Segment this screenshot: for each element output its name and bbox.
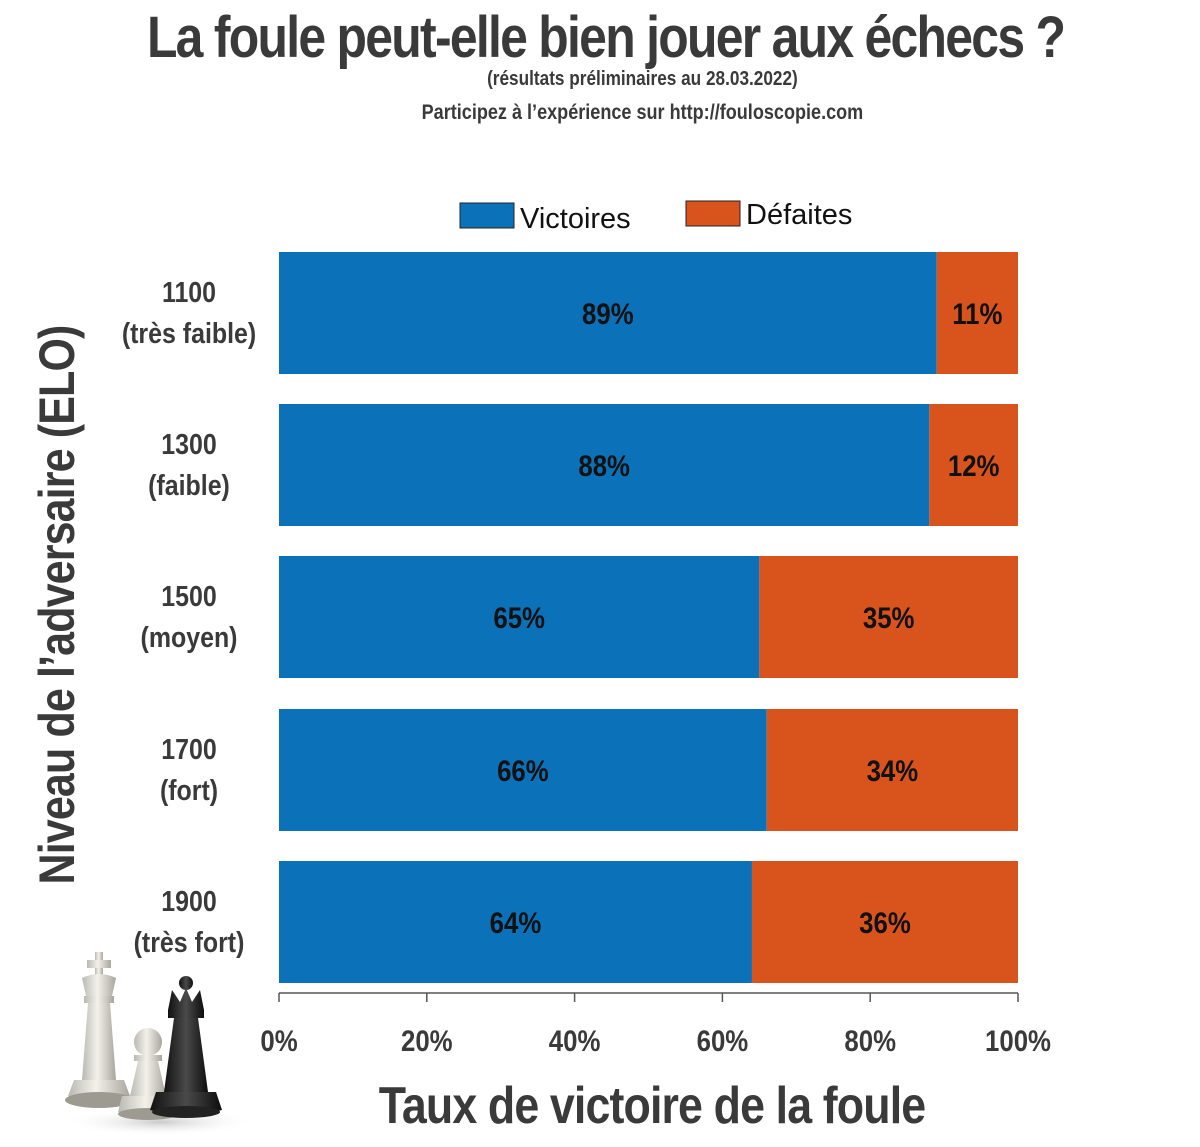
category-elo-1900: 1900 — [161, 885, 216, 917]
value-label-defaites-1300: 12% — [948, 449, 1000, 482]
category-level-1300: (faible) — [148, 469, 230, 501]
legend-swatch-victoires — [459, 202, 515, 229]
category-elo-1700: 1700 — [161, 733, 216, 765]
bar-victoires-1100 — [279, 252, 937, 374]
value-label-victoires-1700: 66% — [497, 754, 549, 787]
x-tick-label-0%: 0% — [260, 1024, 297, 1057]
x-tick-label-20%: 20% — [401, 1024, 453, 1057]
bar-defaites-1300 — [929, 404, 1018, 526]
bar-victoires-1700 — [279, 709, 767, 831]
x-tick-label-100%: 100% — [985, 1024, 1051, 1057]
bar-defaites-1900 — [751, 861, 1018, 983]
category-elo-1100: 1100 — [162, 276, 216, 308]
category-level-1100: (très faible) — [122, 317, 256, 349]
legend: Victoires Défaites — [459, 199, 852, 235]
value-label-victoires-1500: 65% — [493, 601, 545, 634]
category-level-1900: (très fort) — [134, 926, 245, 958]
legend-label-defaites: Défaites — [746, 199, 852, 231]
white-king-icon — [65, 952, 133, 1108]
chart-call-to-action: Participez à l’expérience sur http://fou… — [421, 101, 864, 124]
bar-defaites-1700 — [766, 709, 1018, 831]
x-tick-label-80%: 80% — [844, 1024, 896, 1057]
value-label-defaites-1700: 34% — [867, 754, 919, 787]
category-elo-1300: 1300 — [161, 428, 216, 460]
value-label-victoires-1100: 89% — [582, 297, 634, 330]
legend-label-victoires: Victoires — [520, 203, 631, 235]
x-axis: 0% 20% 40% 60% 80% 100% — [260, 992, 1051, 1057]
value-label-defaites-1900: 36% — [859, 906, 911, 939]
category-level-1500: (moyen) — [141, 621, 238, 653]
legend-swatch-defaites — [685, 200, 741, 227]
value-label-defaites-1100: 11% — [952, 297, 1002, 330]
black-queen-icon — [150, 976, 222, 1118]
bars-group: 89% 11% 88% 12% 65% 35% 66% 34% 64% 36% — [279, 252, 1018, 983]
chart-subtitle: (résultats préliminaires au 28.03.2022) — [487, 68, 798, 90]
x-tick-label-40%: 40% — [549, 1024, 601, 1057]
bar-defaites-1500 — [759, 556, 1018, 678]
chess-pieces-icon — [65, 952, 255, 1136]
value-label-victoires-1900: 64% — [490, 906, 542, 939]
bar-victoires-1300 — [279, 404, 930, 526]
bar-defaites-1100 — [936, 252, 1018, 374]
value-label-victoires-1300: 88% — [578, 449, 630, 482]
x-axis-title: Taux de victoire de la foule — [379, 1077, 926, 1135]
category-elo-1500: 1500 — [161, 580, 216, 612]
category-level-1700: (fort) — [160, 774, 218, 806]
chart-title: La foule peut-elle bien jouer aux échecs… — [146, 5, 1066, 70]
category-labels: 1100 (très faible) 1300 (faible) 1500 (moyen)… — [122, 276, 256, 958]
bar-victoires-1500 — [279, 556, 760, 678]
value-label-defaites-1500: 35% — [863, 601, 915, 634]
y-axis-title: Niveau de l’adversaire (ELO) — [29, 326, 85, 885]
bar-victoires-1900 — [279, 861, 752, 983]
x-tick-label-60%: 60% — [697, 1024, 749, 1057]
